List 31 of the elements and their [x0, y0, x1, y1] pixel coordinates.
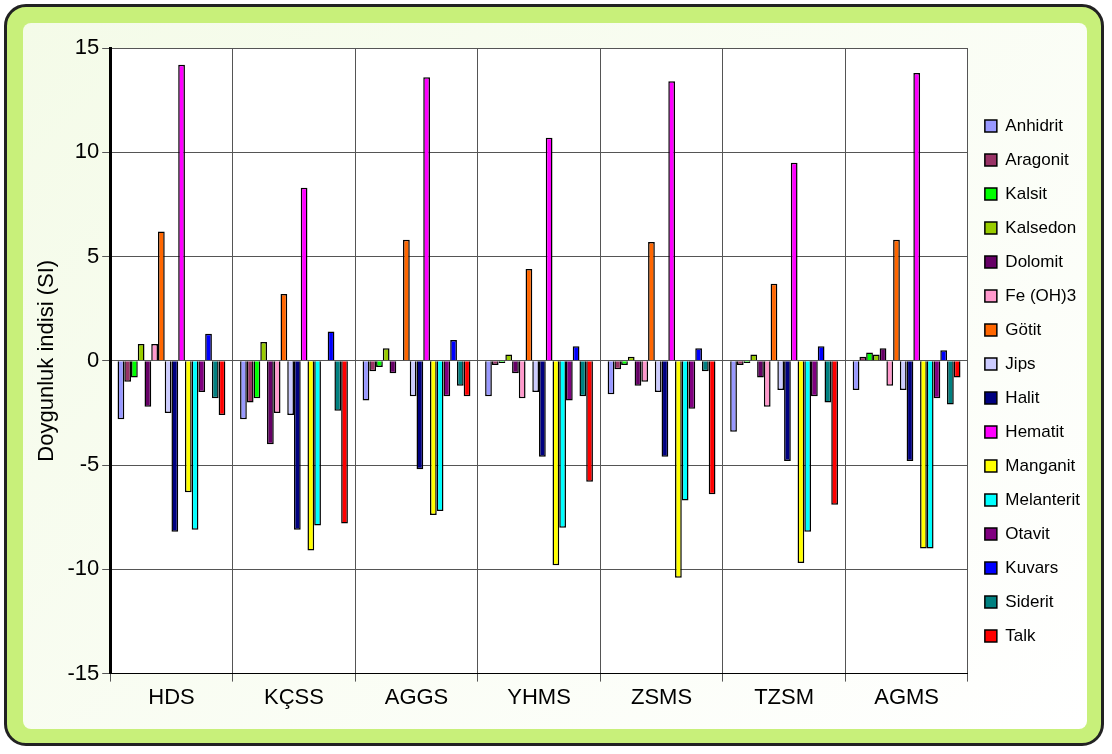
legend-label: Götit — [1005, 319, 1042, 339]
y-axis-title: Doygunluk indisi (SI) — [33, 259, 59, 462]
x-tick-label: HDS — [148, 683, 195, 709]
legend-label: Jips — [1005, 353, 1036, 373]
y-tick-label: 5 — [86, 242, 100, 268]
legend-label: Talk — [1005, 625, 1037, 645]
x-tick-label: AGMS — [874, 683, 939, 709]
y-tick-label: 15 — [74, 34, 100, 60]
x-tick-label: YHMS — [507, 683, 571, 709]
legend-label: Kalsit — [1005, 183, 1048, 203]
x-tick-label: ZSMS — [630, 683, 693, 709]
legend-label: Anhidrit — [1005, 115, 1064, 135]
legend-label: Manganit — [1005, 455, 1076, 475]
legend-label: Kalsedon — [1005, 217, 1077, 237]
legend-label: Melanterit — [1005, 489, 1081, 509]
legend-label: Hematit — [1005, 421, 1065, 441]
y-tick-label: 0 — [86, 346, 100, 372]
y-tick-label: -15 — [67, 659, 100, 685]
legend-label: Dolomit — [1005, 251, 1064, 271]
legend-label: Siderit — [1005, 591, 1054, 611]
legend-label: Fe (OH)3 — [1005, 285, 1077, 305]
x-tick-label: TZSM — [754, 683, 815, 709]
legend-label: Aragonit — [1005, 149, 1069, 169]
y-tick-label: 10 — [74, 138, 100, 164]
legend-label: Kuvars — [1005, 557, 1059, 577]
x-tick-label: KÇSS — [264, 683, 324, 709]
x-tick-label: AGGS — [384, 683, 449, 709]
legend-label: Otavit — [1005, 523, 1051, 543]
y-tick-label: -10 — [67, 555, 100, 581]
y-tick-label: -5 — [79, 451, 100, 477]
legend-label: Halit — [1005, 387, 1040, 407]
